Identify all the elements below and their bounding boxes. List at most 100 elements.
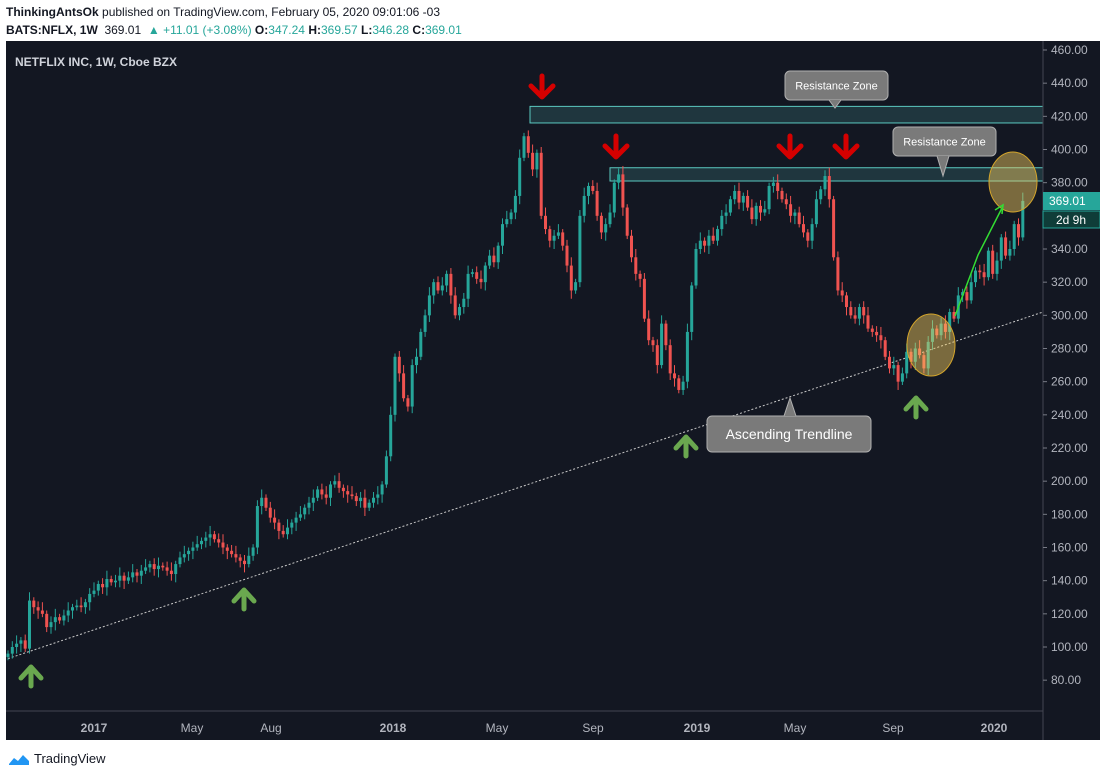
- price-tick-label: 200.00: [1051, 474, 1088, 488]
- projection-arrow-icon: [994, 203, 1004, 215]
- candle-body: [427, 295, 431, 316]
- candle-body: [393, 356, 397, 415]
- candle-body: [247, 555, 251, 565]
- candle-body: [625, 207, 629, 236]
- candle-body: [827, 176, 831, 200]
- candle-body: [896, 365, 900, 382]
- candle-body: [630, 235, 633, 258]
- candle-body: [548, 229, 552, 241]
- candle-body: [238, 557, 242, 561]
- projection-line: [954, 207, 1003, 317]
- author-name[interactable]: ThinkingAntsOk: [6, 5, 99, 19]
- candle-body: [698, 240, 702, 249]
- publish-line: ThinkingAntsOk published on TradingView.…: [6, 5, 440, 19]
- candle-body: [526, 136, 530, 153]
- candle-body: [268, 507, 272, 518]
- candle-body: [131, 572, 135, 578]
- candle-body: [690, 285, 694, 332]
- candle-body: [466, 273, 470, 299]
- price-tick-label: 320.00: [1051, 275, 1088, 289]
- candle-body: [449, 273, 453, 296]
- open-value: 347.24: [268, 23, 305, 37]
- candle-body: [505, 219, 509, 225]
- candle-body: [389, 414, 393, 457]
- candle-body: [840, 290, 844, 296]
- candle-body: [638, 273, 642, 279]
- candle-body: [23, 640, 27, 649]
- candle-body: [372, 497, 375, 503]
- candle-body: [230, 550, 234, 555]
- candle-body: [49, 622, 53, 628]
- candle-body: [922, 355, 926, 369]
- price-tick-label: 240.00: [1051, 408, 1088, 422]
- symbol-info[interactable]: BATS:NFLX, 1W: [6, 23, 98, 37]
- candle-body: [1021, 200, 1025, 238]
- candle-body: [681, 381, 685, 390]
- candle-body: [483, 265, 487, 283]
- candle-body: [604, 224, 608, 233]
- chart-area[interactable]: Resistance Zone Resistance Zone Ascending …: [6, 41, 1101, 740]
- price-tick-label: 400.00: [1051, 143, 1088, 157]
- price-tick-label: 300.00: [1051, 308, 1088, 322]
- close-label: C:: [412, 23, 426, 37]
- time-axis[interactable]: 2017 May Aug 2018 May Sep 2019 May Sep 2020: [81, 721, 1008, 735]
- candle-body: [436, 282, 440, 291]
- candle-body: [66, 610, 70, 616]
- candle-body: [591, 185, 595, 191]
- support-arrow-up-icon: [231, 587, 257, 612]
- candle-body: [608, 212, 612, 225]
- candle-body: [187, 550, 191, 555]
- candle-body: [535, 152, 539, 170]
- arrow-markers: [18, 73, 929, 689]
- candle-body: [948, 312, 952, 332]
- candle-body: [711, 235, 715, 241]
- candle-body: [174, 564, 178, 575]
- candle-body: [759, 205, 762, 213]
- candle-body: [208, 534, 212, 538]
- candle-body: [754, 205, 758, 220]
- candle-body: [105, 579, 109, 588]
- price-chart[interactable]: Resistance Zone Resistance Zone Ascending …: [6, 41, 1101, 740]
- candle-body: [685, 331, 689, 382]
- candle-body: [513, 195, 517, 213]
- candle-body: [531, 152, 535, 170]
- candle-body: [28, 600, 31, 649]
- ascending-trendline: [7, 311, 1044, 660]
- candle-body: [651, 340, 655, 346]
- trendline-layer: [7, 311, 1044, 660]
- candle-body: [290, 522, 294, 528]
- candle-body: [518, 157, 522, 196]
- resistance-zone: [529, 105, 1044, 124]
- candle-body: [402, 373, 406, 399]
- candle-body: [875, 331, 879, 336]
- candle-body: [999, 237, 1003, 261]
- candle-body: [969, 282, 973, 301]
- candle-body: [195, 544, 199, 548]
- candle-body: [479, 278, 483, 283]
- tradingview-brand[interactable]: TradingView: [34, 751, 106, 766]
- symbol-line: BATS:NFLX, 1W 369.01 ▲ +11.01 (+3.08%) O…: [6, 23, 462, 37]
- candle-body: [19, 640, 23, 644]
- candle-body: [733, 190, 737, 200]
- candle-body: [544, 215, 547, 230]
- candle-body: [359, 497, 363, 502]
- candle-body: [341, 487, 345, 492]
- price-tick-label: 180.00: [1051, 507, 1088, 521]
- candle-body: [380, 484, 384, 495]
- candles: [6, 130, 1025, 661]
- candle-body: [440, 285, 444, 291]
- candle-body: [243, 560, 246, 565]
- candle-body: [384, 456, 388, 485]
- candle-body: [883, 340, 887, 357]
- tradingview-logo-icon[interactable]: [8, 752, 30, 766]
- candle-body: [83, 602, 87, 608]
- candle-body: [15, 643, 19, 647]
- candle-body: [316, 489, 320, 498]
- candle-body: [556, 232, 560, 236]
- price-axis[interactable]: 80.00 100.00 120.00 140.00 160.00 180.00 200.0…: [1043, 43, 1088, 687]
- candle-body: [75, 605, 79, 608]
- chart-header: ThinkingAntsOk published on TradingView.…: [0, 0, 1103, 40]
- resistance-arrow-down-icon: [832, 133, 860, 160]
- candle-body: [10, 647, 14, 654]
- price-tick-label: 340.00: [1051, 242, 1088, 256]
